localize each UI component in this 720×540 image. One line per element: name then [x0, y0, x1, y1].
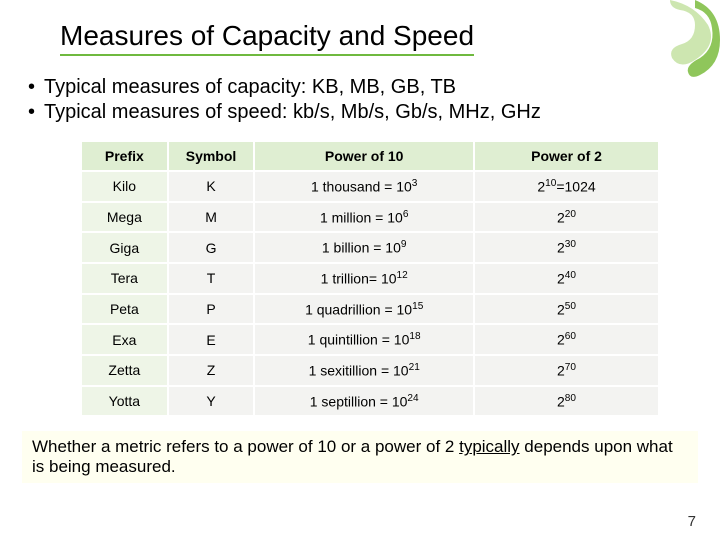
cell-power10: 1 thousand = 103 — [254, 171, 474, 202]
footnote-underlined: typically — [459, 437, 519, 456]
th-power10: Power of 10 — [254, 141, 474, 171]
bullet-text: Typical measures of capacity: KB, MB, GB… — [44, 76, 456, 98]
cell-prefix: Tera — [81, 263, 168, 294]
cell-symbol: E — [168, 324, 255, 355]
cell-power2: 260 — [474, 324, 659, 355]
cell-power10: 1 quintillion = 1018 — [254, 324, 474, 355]
prefix-table: Prefix Symbol Power of 10 Power of 2 Kil… — [80, 140, 660, 417]
table-row: ZettaZ1 sexitillion = 1021270 — [81, 355, 659, 386]
cell-symbol: P — [168, 294, 255, 325]
cell-symbol: M — [168, 202, 255, 233]
bullet-item: •Typical measures of speed: kb/s, Mb/s, … — [28, 101, 692, 124]
cell-prefix: Giga — [81, 232, 168, 263]
cell-symbol: T — [168, 263, 255, 294]
cell-power2: 250 — [474, 294, 659, 325]
table-row: YottaY1 septillion = 1024280 — [81, 386, 659, 417]
table-row: KiloK1 thousand = 103210=1024 — [81, 171, 659, 202]
cell-prefix: Zetta — [81, 355, 168, 386]
cell-power10: 1 million = 106 — [254, 202, 474, 233]
cell-prefix: Peta — [81, 294, 168, 325]
table-row: GigaG1 billion = 109230 — [81, 232, 659, 263]
cell-power10: 1 billion = 109 — [254, 232, 474, 263]
footnote-pre: Whether a metric refers to a power of 10… — [32, 437, 459, 456]
cell-power2: 280 — [474, 386, 659, 417]
cell-power2: 220 — [474, 202, 659, 233]
cell-prefix: Exa — [81, 324, 168, 355]
cell-prefix: Yotta — [81, 386, 168, 417]
th-symbol: Symbol — [168, 141, 255, 171]
page-number: 7 — [688, 513, 696, 530]
table-row: TeraT1 trillion= 1012240 — [81, 263, 659, 294]
cell-power2: 270 — [474, 355, 659, 386]
bullet-text: Typical measures of speed: kb/s, Mb/s, G… — [44, 101, 541, 123]
cell-symbol: Y — [168, 386, 255, 417]
cell-power10: 1 trillion= 1012 — [254, 263, 474, 294]
slide-title: Measures of Capacity and Speed — [60, 20, 474, 56]
cell-power10: 1 quadrillion = 1015 — [254, 294, 474, 325]
table-row: MegaM1 million = 106220 — [81, 202, 659, 233]
cell-power2: 240 — [474, 263, 659, 294]
cell-power10: 1 septillion = 1024 — [254, 386, 474, 417]
cell-prefix: Kilo — [81, 171, 168, 202]
table-row: PetaP1 quadrillion = 1015250 — [81, 294, 659, 325]
cell-symbol: Z — [168, 355, 255, 386]
cell-power2: 210=1024 — [474, 171, 659, 202]
table-header-row: Prefix Symbol Power of 10 Power of 2 — [81, 141, 659, 171]
cell-power10: 1 sexitillion = 1021 — [254, 355, 474, 386]
bullet-item: •Typical measures of capacity: KB, MB, G… — [28, 76, 692, 99]
cell-symbol: K — [168, 171, 255, 202]
footnote: Whether a metric refers to a power of 10… — [22, 431, 698, 483]
th-prefix: Prefix — [81, 141, 168, 171]
table-row: ExaE1 quintillion = 1018260 — [81, 324, 659, 355]
cell-symbol: G — [168, 232, 255, 263]
cell-power2: 230 — [474, 232, 659, 263]
th-power2: Power of 2 — [474, 141, 659, 171]
cell-prefix: Mega — [81, 202, 168, 233]
bullet-list: •Typical measures of capacity: KB, MB, G… — [0, 64, 720, 136]
